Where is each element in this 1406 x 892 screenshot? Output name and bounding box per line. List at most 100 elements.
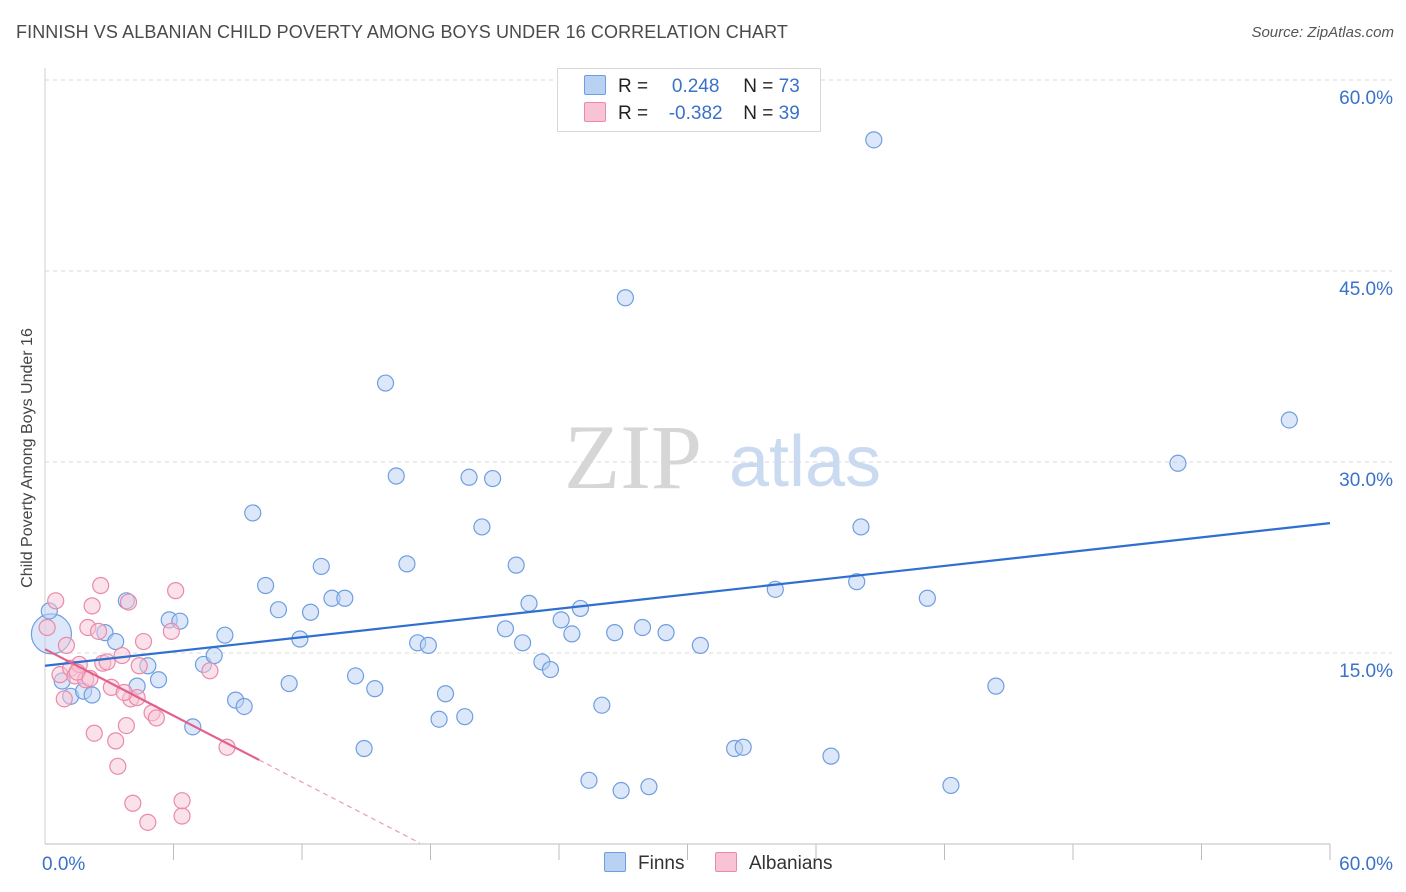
finns-point-32	[387, 467, 405, 485]
albanians-point-17	[109, 757, 127, 775]
legend-albanians-label: Albanians	[749, 853, 833, 874]
finns-point-48	[552, 611, 570, 629]
finns-trend-line	[44, 522, 1331, 667]
albanians-point-9	[83, 597, 101, 615]
finns-point-38	[456, 708, 474, 726]
finns-point-50	[571, 599, 590, 618]
finns-point-57	[640, 778, 658, 796]
x-tick-label-1: 60.0%	[1339, 854, 1393, 875]
finns-point-36	[430, 710, 448, 728]
tick-labels: 15.0% 30.0% 45.0% 60.0% 0.0% 60.0%	[42, 88, 1393, 875]
finns-point-53	[606, 624, 624, 642]
y-tick-label-2: 45.0%	[1339, 279, 1393, 300]
chart-source: Source: ZipAtlas.com	[1251, 24, 1394, 41]
finns-point-71	[1280, 411, 1298, 429]
finns-point-37	[436, 685, 455, 703]
albanians-point-11	[89, 622, 108, 640]
finns-point-31	[376, 374, 395, 392]
finns-point-33	[398, 555, 416, 573]
finns-point-29	[355, 739, 373, 758]
finns-point-52	[593, 696, 611, 714]
albanians-point-30	[173, 807, 191, 825]
finns-r-value: 0.248	[671, 76, 720, 97]
finns-point-21	[269, 601, 288, 619]
finns-r-label: R =	[618, 76, 649, 97]
series-legend: Finns Albanians	[0, 852, 1406, 878]
finns-point-10	[149, 671, 168, 689]
albanians-point-27	[147, 709, 165, 727]
finns-point-15	[205, 646, 223, 665]
albanians-n-value: 39	[778, 103, 800, 124]
albanians-point-10	[85, 724, 103, 742]
chart-title: FINNISH VS ALBANIAN CHILD POVERTY AMONG …	[16, 22, 788, 42]
finns-point-70	[1169, 454, 1187, 472]
legend-finns-swatch	[604, 852, 626, 872]
albanians-n-label: N =	[743, 103, 774, 124]
finns-point-51	[580, 771, 598, 789]
y-tick-label-0: 15.0%	[1339, 661, 1393, 682]
albanians-r-label: R =	[618, 103, 649, 124]
albanians-trend-extension	[258, 759, 421, 844]
watermark-atlas: atlas	[729, 422, 881, 502]
finns-point-20	[256, 576, 275, 595]
y-tick-label-1: 30.0%	[1339, 470, 1393, 491]
finns-point-68	[942, 776, 960, 795]
finns-point-22	[280, 674, 298, 693]
finns-point-18	[235, 697, 253, 716]
albanians-r-value: -0.382	[668, 103, 723, 124]
legend-finns-label: Finns	[638, 853, 685, 874]
albanians-point-34	[119, 593, 138, 611]
albanians-point-0	[38, 618, 56, 637]
finns-point-19	[244, 504, 262, 522]
albanians-point-23	[130, 657, 148, 675]
legend-item-albanians[interactable]: Albanians	[715, 852, 832, 875]
axes	[44, 68, 1331, 860]
finns-point-24	[301, 603, 320, 621]
finns-point-58	[657, 624, 675, 642]
finns-point-28	[346, 667, 365, 685]
albanians-point-16	[107, 732, 125, 750]
finns-point-27	[336, 589, 354, 607]
finns-point-65	[852, 518, 870, 536]
finns-point-25	[312, 557, 330, 576]
finns-point-66	[865, 131, 883, 149]
albanians-point-3	[55, 690, 73, 708]
finns-n-label: N =	[743, 76, 774, 97]
legend-albanians-swatch	[715, 852, 737, 872]
albanians-point-1	[47, 592, 65, 610]
albanians-point-32	[201, 662, 219, 680]
finns-point-49	[563, 625, 581, 643]
albanians-trend-line	[44, 648, 260, 761]
finns-point-45	[520, 594, 538, 612]
albanians-point-28	[162, 622, 180, 640]
finns-point-55	[616, 289, 634, 307]
finns-point-4	[83, 686, 101, 704]
finns-point-35	[419, 636, 437, 654]
albanians-swatch	[584, 102, 606, 122]
finns-point-30	[366, 680, 384, 698]
finns-point-41	[484, 469, 502, 488]
albanians-point-24	[134, 632, 153, 651]
albanians-point-29	[167, 582, 185, 600]
stats-legend: R = 0.248 N = 73 R = -0.382 N = 39	[557, 68, 821, 132]
finns-point-54	[612, 781, 630, 800]
albanians-point-12	[92, 576, 110, 595]
finns-point-16	[216, 626, 234, 644]
y-tick-label-3: 60.0%	[1339, 88, 1393, 109]
finns-point-43	[507, 556, 525, 574]
albanians-point-14	[98, 653, 116, 671]
albanians-point-21	[124, 794, 142, 812]
watermark-zip: ZIP	[564, 406, 702, 508]
albanians-point-19	[117, 716, 135, 735]
legend-item-finns[interactable]: Finns	[604, 852, 684, 875]
finns-point-67	[918, 589, 936, 607]
data-points	[30, 131, 1298, 831]
finns-point-64	[848, 573, 866, 591]
finns-swatch	[584, 75, 606, 95]
finns-point-47	[541, 660, 560, 679]
finns-point-39	[460, 468, 478, 486]
finns-point-40	[473, 518, 491, 536]
albanians-point-25	[139, 813, 157, 831]
finns-point-6	[107, 632, 125, 651]
